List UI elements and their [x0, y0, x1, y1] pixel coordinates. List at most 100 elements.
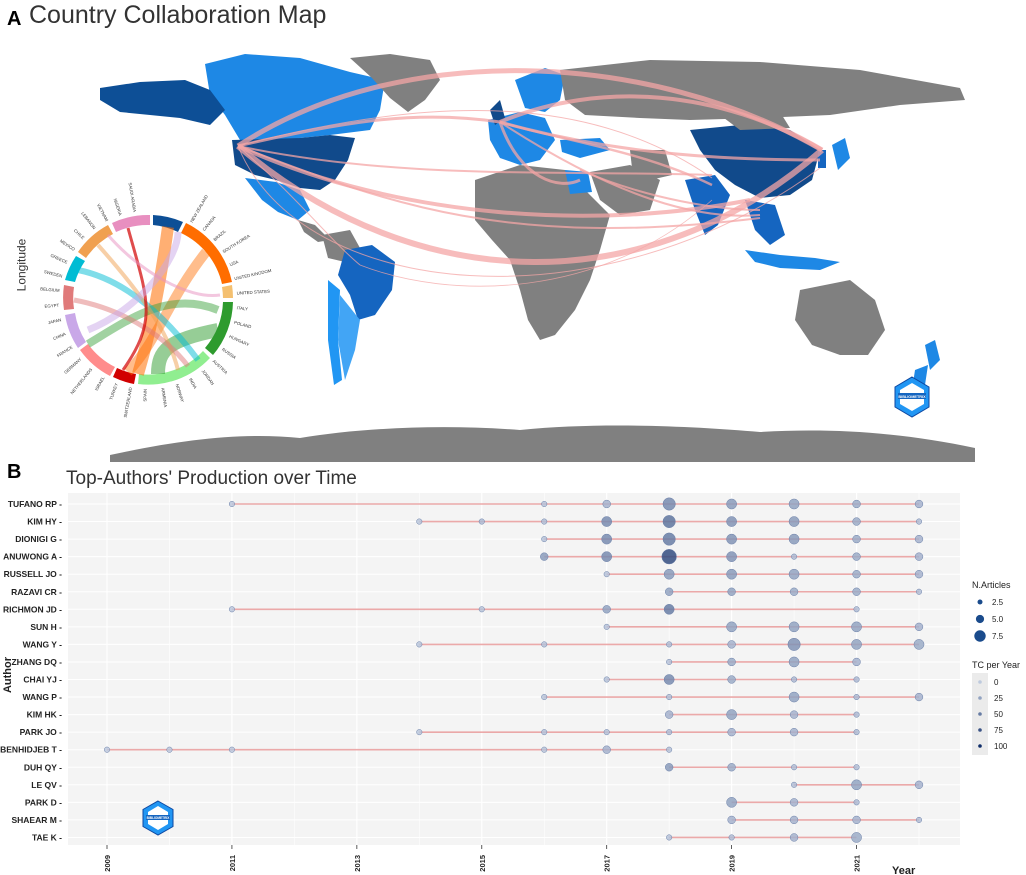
legend-color-label: 0: [994, 678, 999, 687]
author-point: [663, 568, 675, 580]
author-point: [662, 497, 676, 511]
legend-color-label: 25: [994, 694, 1003, 703]
author-point: [852, 552, 861, 561]
author-point: [726, 621, 737, 633]
chord-label: GERMANY: [63, 357, 83, 375]
chord-label: NEW ZEALAND: [189, 194, 209, 223]
country-russia: [560, 60, 965, 120]
chord-label: JAPAN: [47, 317, 61, 325]
author-point: [913, 639, 925, 650]
author-point: [727, 728, 736, 737]
author-point: [603, 571, 610, 578]
chord-label: CHINA: [52, 331, 66, 341]
author-point: [853, 729, 860, 736]
author-point: [601, 533, 612, 545]
map-y-label: Longitude: [14, 238, 29, 292]
x-tick-label: 2013: [353, 855, 362, 872]
author-point: [727, 815, 736, 825]
author-point: [661, 549, 677, 565]
author-point: [914, 534, 924, 544]
chord-label: SOUTH KOREA: [222, 233, 251, 254]
author-point: [601, 551, 612, 562]
author-label: ANUWONG A -: [3, 552, 62, 562]
author-point: [789, 728, 799, 737]
chord-label: NORWAY: [175, 383, 186, 403]
author-label: RUSSELL JO -: [4, 569, 63, 579]
author-point: [916, 588, 922, 595]
author-label: DUH QY -: [24, 762, 62, 772]
legend-color-title: TC per Year: [972, 660, 1020, 670]
author-point: [662, 515, 676, 528]
author-point: [541, 518, 548, 525]
author-label: RICHMON JD -: [3, 604, 62, 614]
legend-size-label: 7.5: [992, 632, 1004, 641]
chord-label: AUSTRIA: [212, 359, 229, 376]
panel-b-letter: B: [7, 461, 22, 483]
y-axis-label: Author: [2, 656, 14, 693]
author-point: [727, 763, 736, 772]
chord-label: ITALY: [236, 305, 248, 311]
chord-label: TURKEY: [108, 382, 119, 400]
chord-label: SAUDI ARABIA: [128, 182, 138, 212]
bibliometrix-logo: BIBLIOMETRIX: [894, 376, 930, 418]
author-point: [601, 516, 612, 527]
author-point: [541, 694, 548, 701]
author-point: [789, 798, 799, 807]
author-point: [851, 779, 862, 791]
author-label: RAZAVI CR -: [11, 587, 62, 597]
author-point: [416, 729, 423, 736]
chord-label: BELGIUM: [40, 286, 60, 293]
author-point: [853, 711, 860, 718]
chord-label: JORDAN: [201, 369, 216, 386]
legend-color-swatch: [978, 696, 982, 700]
author-point: [541, 729, 548, 736]
author-point: [852, 534, 861, 544]
author-point: [788, 621, 800, 633]
logo-text-b: BIBLIOMETRIX: [147, 816, 171, 820]
author-point: [478, 518, 485, 525]
author-point: [665, 763, 674, 772]
panel-a-letter: A: [7, 8, 22, 30]
author-label: PARK D -: [25, 797, 62, 807]
country-brazil: [338, 245, 395, 320]
author-point: [914, 499, 924, 509]
author-point: [726, 533, 737, 545]
author-point: [228, 606, 235, 613]
chord-label: NETHERLANDS: [69, 367, 93, 395]
country-uk: [490, 100, 505, 125]
panel-a-title: Country Collaboration Map: [29, 1, 327, 29]
author-label: KIM HK -: [27, 710, 63, 720]
author-point: [914, 692, 924, 702]
author-point: [541, 536, 548, 543]
author-point: [853, 799, 860, 806]
chord-label: FRANCE: [56, 344, 74, 358]
author-point: [228, 746, 235, 753]
author-point: [663, 674, 675, 685]
author-point: [603, 623, 610, 630]
author-point: [666, 834, 673, 841]
se-asia: [745, 200, 785, 245]
chord-label: SWITZERLAND: [123, 387, 133, 418]
chord-label: CANADA: [201, 215, 216, 232]
author-point: [228, 501, 235, 507]
country-canada: [205, 54, 385, 145]
chart-title: Top-Authors' Production over Time: [66, 468, 357, 489]
author-point: [541, 746, 548, 753]
chord-label: ARMENIA: [160, 387, 168, 407]
author-label: WANG P -: [22, 692, 62, 702]
author-label: KIM HY -: [27, 517, 62, 527]
x-ticks: 2009 2011 2013 2015 2017 2019 2021: [103, 845, 862, 872]
author-point: [166, 746, 173, 753]
country-australia: [795, 280, 885, 355]
author-point: [540, 552, 549, 561]
author-label: PARK JO -: [20, 727, 63, 737]
antarctica: [110, 425, 975, 462]
chord-label: RUSSIA: [221, 347, 237, 360]
author-point: [666, 729, 673, 736]
author-point: [853, 694, 860, 701]
legend-color-label: 50: [994, 710, 1003, 719]
author-label: SHAEAR M -: [11, 815, 62, 825]
legend-size-swatch: [975, 614, 985, 624]
chord-label: LEBANON: [80, 211, 97, 230]
